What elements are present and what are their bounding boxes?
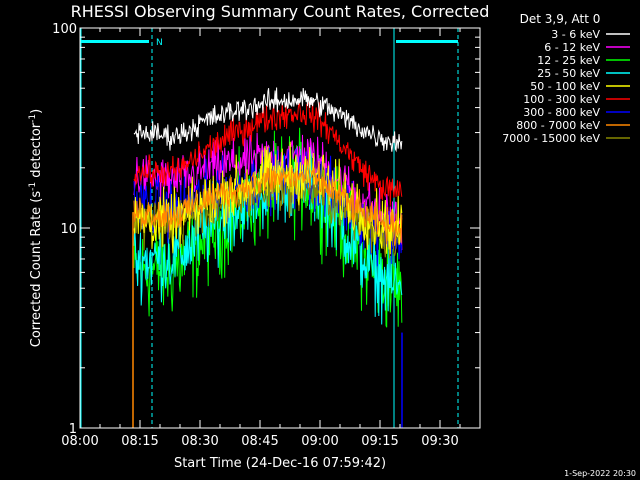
y-tick-label-1: 10 (60, 222, 77, 237)
x-tick-label-1: 08:15 (121, 434, 158, 449)
y-axis: 1 10 100 (52, 22, 480, 437)
x-tick-label-3: 08:45 (241, 434, 278, 449)
y-tick-label-2: 100 (52, 22, 77, 37)
x-axis-label: Start Time (24-Dec-16 07:59:42) (174, 456, 386, 471)
night-bar-left (81, 40, 149, 43)
series-line-5 (133, 100, 403, 206)
x-tick-label-2: 08:30 (181, 434, 218, 449)
night-bar-right (396, 40, 458, 43)
legend-label-6: 300 - 800 keV (523, 106, 600, 119)
y-tick-label-0: 1 (69, 422, 77, 437)
legend-label-4: 50 - 100 keV (530, 80, 600, 93)
x-tick-label-0: 08:00 (61, 434, 98, 449)
x-tick-label-4: 09:00 (301, 434, 338, 449)
legend-label-5: 100 - 300 keV (523, 93, 600, 106)
y-axis-label: Corrected Count Rate (s-1 detector-1) (28, 109, 44, 347)
legend-label-2: 12 - 25 keV (537, 54, 600, 67)
legend-label-8: 7000 - 15000 keV (502, 132, 600, 145)
legend-label-1: 6 - 12 keV (544, 41, 600, 54)
series-line-4 (133, 141, 403, 255)
x-tick-label-5: 09:15 (361, 434, 398, 449)
series-line-0 (133, 87, 403, 153)
x-axis: 08:00 08:15 08:30 08:45 09:00 09:15 09:30 (61, 28, 461, 449)
night-marker-label: N (156, 38, 163, 48)
x-tick-label-6: 09:30 (421, 434, 458, 449)
legend-title: Det 3,9, Att 0 (520, 12, 601, 26)
legend-label-7: 800 - 7000 keV (516, 119, 600, 132)
timestamp: 1-Sep-2022 20:30 (564, 469, 636, 478)
chart-title: RHESSI Observing Summary Count Rates, Co… (71, 2, 490, 21)
legend-label-0: 3 - 6 keV (551, 28, 600, 41)
legend-label-3: 25 - 50 keV (537, 67, 600, 80)
plot-area: N (80, 28, 459, 428)
series-line-7 (133, 158, 403, 246)
